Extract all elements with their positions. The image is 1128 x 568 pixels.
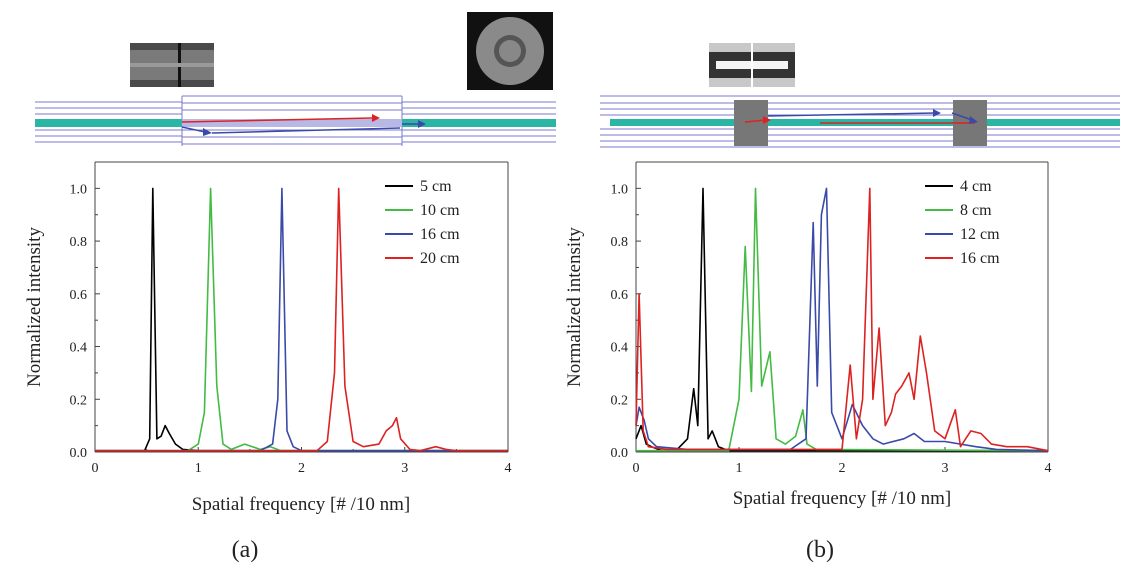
legend-label: 4 cm xyxy=(960,178,992,195)
legend-label: 20 cm xyxy=(420,250,460,267)
x-tick-label: 4 xyxy=(505,461,512,476)
x-axis-label: Spatial frequency [# /10 nm] xyxy=(733,488,951,509)
series-line-12-cm xyxy=(635,187,1049,452)
legend: 4 cm 8 cm 12 cm 16 cm xyxy=(925,178,1000,267)
legend-label: 16 cm xyxy=(960,250,1000,267)
splice-micrograph-a xyxy=(130,43,214,87)
ticks: 0 1 2 3 4 0.0 0.2 0.4 0.6 0.8 1.0 xyxy=(70,161,512,476)
x-tick-label: 2 xyxy=(839,461,846,476)
series-line-20-cm xyxy=(95,187,508,452)
y-tick-label: 1.0 xyxy=(70,182,88,197)
taper-micrograph-b xyxy=(709,43,795,87)
panel-caption: (b) xyxy=(806,537,834,563)
y-tick-label: 0.0 xyxy=(611,446,629,461)
chart-a: 0 1 2 3 4 0.0 0.2 0.4 0.6 0.8 1.0 Spatial frequenc… xyxy=(24,161,512,563)
y-tick-label: 0.4 xyxy=(70,341,88,356)
y-tick-label: 0.2 xyxy=(70,393,88,408)
x-tick-label: 3 xyxy=(401,461,408,476)
y-tick-label: 0.6 xyxy=(70,288,88,303)
y-tick-label: 0.4 xyxy=(611,341,629,356)
x-tick-label: 0 xyxy=(633,461,640,476)
legend-label: 12 cm xyxy=(960,226,1000,243)
series-line-16-cm xyxy=(635,187,1049,452)
legend-label: 5 cm xyxy=(420,178,452,195)
series-lines xyxy=(635,187,1049,452)
y-tick-label: 0.0 xyxy=(70,446,88,461)
x-tick-label: 0 xyxy=(92,461,99,476)
y-tick-label: 0.8 xyxy=(70,235,88,250)
legend-label: 10 cm xyxy=(420,202,460,219)
series-line-10-cm xyxy=(95,187,508,452)
y-tick-label: 0.8 xyxy=(611,235,629,250)
fiber-cross-section-photo xyxy=(467,12,553,90)
panel-caption: (a) xyxy=(232,537,259,563)
legend-label: 8 cm xyxy=(960,202,992,219)
x-tick-label: 2 xyxy=(298,461,305,476)
y-tick-label: 1.0 xyxy=(611,182,629,197)
x-tick-label: 1 xyxy=(195,461,202,476)
series-lines xyxy=(95,187,508,452)
legend: 5 cm 10 cm 16 cm 20 cm xyxy=(385,178,460,267)
y-tick-label: 0.2 xyxy=(611,393,629,408)
x-axis-label: Spatial frequency [# /10 nm] xyxy=(192,494,410,515)
y-tick-label: 0.6 xyxy=(611,288,629,303)
x-tick-label: 4 xyxy=(1045,461,1052,476)
y-axis-label: Normalized intensity xyxy=(24,227,45,387)
x-tick-label: 3 xyxy=(942,461,949,476)
x-tick-label: 1 xyxy=(736,461,743,476)
series-line-16-cm xyxy=(95,187,508,452)
schematic-a xyxy=(35,12,556,146)
legend-label: 16 cm xyxy=(420,226,460,243)
y-axis-label: Normalized intensity xyxy=(564,227,585,387)
schematic-b xyxy=(600,43,1120,148)
chart-b: 0 1 2 3 4 0.0 0.2 0.4 0.6 0.8 1.0 Spatial frequenc… xyxy=(564,161,1052,563)
